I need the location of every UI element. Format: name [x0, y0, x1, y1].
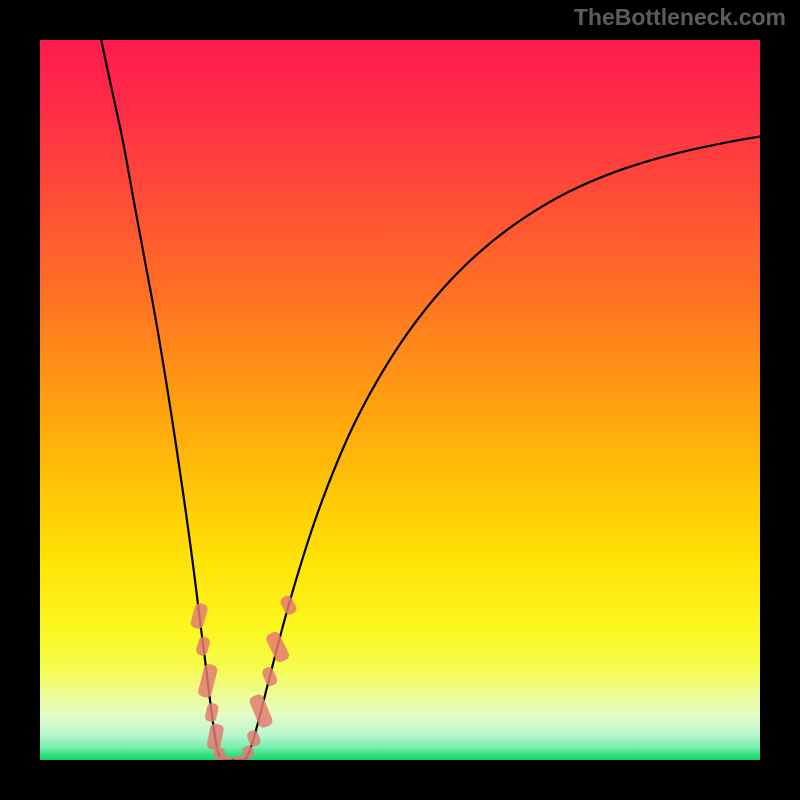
- watermark-text: TheBottleneck.com: [574, 4, 786, 31]
- chart-outer-frame: TheBottleneck.com: [0, 0, 800, 800]
- plot-area: [40, 40, 760, 760]
- gradient-background: [40, 40, 760, 760]
- plot-svg: [40, 40, 760, 760]
